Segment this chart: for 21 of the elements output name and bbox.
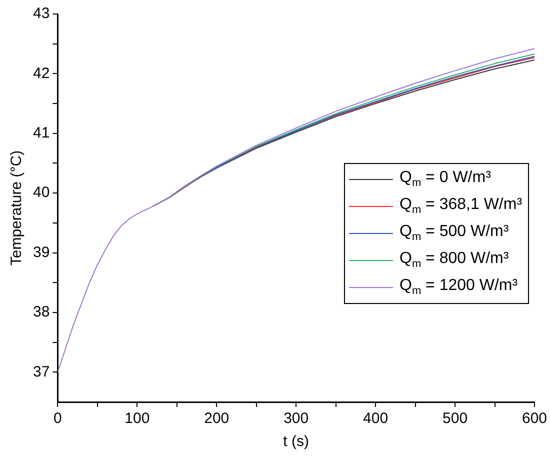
y-tick-label: 38 [32, 304, 50, 321]
x-tick-label: 600 [522, 410, 547, 428]
legend-label: Q$_{m}$ = 368,1 W/m³ [399, 196, 522, 216]
y-tick-label: 37 [32, 363, 50, 380]
x-tick-label: 500 [442, 410, 468, 428]
x-tick-label: 100 [124, 410, 150, 428]
x-axis-title: t (s) [283, 433, 309, 450]
x-tick-label: 300 [284, 410, 309, 428]
x-tick-label: 200 [204, 410, 230, 428]
y-tick-label: 39 [32, 244, 50, 261]
legend-label: Q$_{m}$ = 1200 W/m³ [399, 276, 518, 298]
x-tick-label: 400 [363, 410, 388, 428]
x-tick-label: 0 [54, 410, 62, 428]
legend-label: Q$_{m}$ = 500 W/m³ [399, 222, 509, 244]
y-axis-title: Temperature (°C) [8, 150, 26, 266]
legend-label: Q$_{m}$ = 0 W/m³ [399, 168, 491, 190]
y-tick-label: 40 [32, 184, 50, 202]
legend-label: Q$_{m}$ = 800 W/m³ [399, 250, 509, 270]
y-tick-label: 42 [32, 64, 50, 82]
y-tick-label: 41 [32, 124, 50, 142]
y-tick-label: 43 [32, 5, 50, 22]
